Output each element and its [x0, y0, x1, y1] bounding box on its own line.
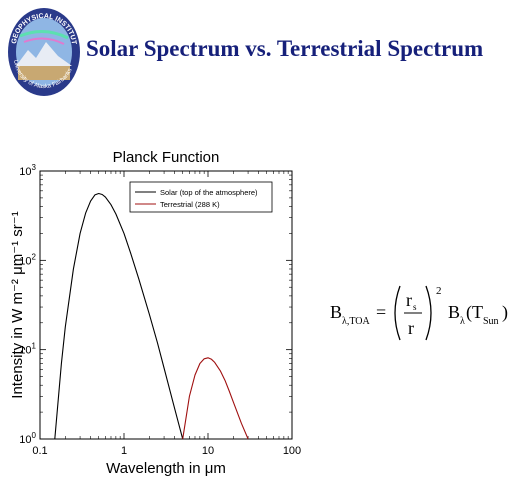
- formula-rhs: B: [448, 302, 460, 322]
- institute-logo: GEOPHYSICAL INSTITUTE University of Alas…: [4, 1, 82, 102]
- toa-formula: B λ,TOA = r s r 2 B λ ( T Sun ): [330, 278, 515, 353]
- formula-arg-open: (: [466, 302, 472, 323]
- slide-title: Solar Spectrum vs. Terrestrial Spectrum: [86, 36, 484, 61]
- formula-equals: =: [376, 302, 386, 322]
- solar-series-line: [54, 192, 184, 440]
- formula-arg: T: [472, 302, 483, 322]
- legend-terrestrial-label: Terrestrial (288 K): [160, 200, 220, 209]
- formula-rhs-sub: λ: [460, 316, 465, 327]
- formula-frac-den: r: [408, 318, 414, 338]
- legend-solar-label: Solar (top of the atmosphere): [160, 188, 258, 197]
- y-axis-label: Intensity in W m⁻² μm⁻¹ sr⁻¹: [9, 211, 26, 398]
- x-tick-label: 100: [283, 445, 301, 457]
- x-tick-label: 1: [121, 445, 127, 457]
- formula-frac-num: r: [406, 290, 412, 310]
- formula-arg-close: ): [502, 302, 508, 323]
- x-tick-label: 10: [202, 445, 214, 457]
- x-tick-label: 0.1: [32, 445, 47, 457]
- legend-box: [129, 181, 273, 213]
- y-tick-label: 102: [19, 252, 36, 267]
- y-tick-label: 103: [19, 163, 36, 178]
- formula-exponent: 2: [436, 285, 442, 297]
- formula-frac-num-sub: s: [413, 302, 417, 312]
- tick-group: 0.1 1 10 100 100 101 102 103: [19, 163, 301, 457]
- chart-title: Planck Function: [113, 149, 220, 166]
- terrestrial-series-line: [182, 357, 249, 440]
- planck-chart: Planck Function 0.1 1 10 100 100 101 102 103 So…: [9, 149, 301, 477]
- formula-arg-sub: Sun: [483, 316, 499, 327]
- y-tick-label: 101: [19, 342, 36, 357]
- plot-area: [39, 170, 293, 440]
- formula-lhs: B: [330, 302, 342, 322]
- formula-right-paren: [425, 285, 432, 341]
- series-group: [54, 192, 249, 440]
- y-tick-label: 100: [19, 431, 36, 446]
- x-axis-label: Wavelength in μm: [106, 460, 226, 477]
- legend: Solar (top of the atmosphere) Terrestria…: [129, 181, 273, 213]
- formula-lhs-sub: λ,TOA: [342, 316, 370, 327]
- formula-left-paren: [394, 285, 401, 341]
